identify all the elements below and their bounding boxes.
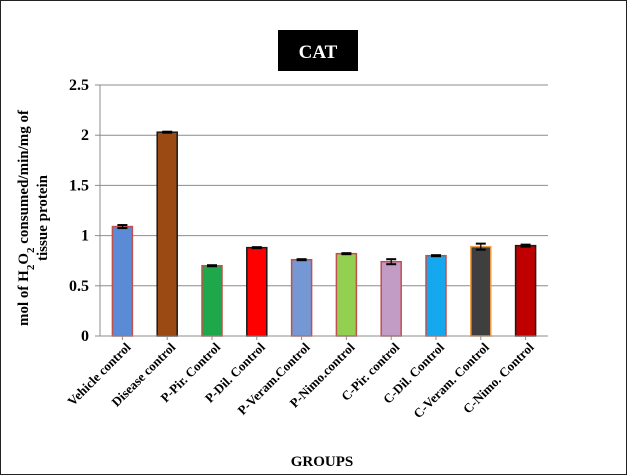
y-tick-label: 0 [81, 328, 89, 345]
y-tick-label: 1 [81, 228, 89, 245]
y-axis-title-mid: O [16, 253, 32, 265]
bar [290, 258, 313, 337]
y-axis-title-suffix: consumed/min/mg of [16, 109, 32, 248]
y-tick-label: 2.5 [69, 77, 89, 94]
y-axis-title: mol of H2O2 consumed/min/mg of [16, 109, 37, 326]
y-axis-title-prefix: mol of H [16, 270, 32, 326]
bar [246, 246, 268, 337]
bar [470, 245, 492, 337]
y-tick-label: 2 [81, 127, 89, 144]
bar [156, 131, 178, 337]
y-axis-title-sub1: 2 [25, 264, 37, 270]
bar [380, 260, 402, 337]
x-axis-title: GROUPS [291, 454, 354, 470]
y-tick-label: 1.5 [69, 177, 89, 194]
chart-title: CAT [299, 42, 338, 63]
y-axis-title-line2: tissue protein [35, 174, 51, 261]
bar [514, 244, 537, 337]
y-tick-label: 0.5 [69, 278, 89, 295]
chart-title-box [278, 30, 358, 71]
y-tick-labels: 0 0.5 1 1.5 2 2.5 [69, 77, 89, 345]
axes [99, 85, 548, 337]
bar [111, 225, 134, 337]
y-axis-title-sub2: 2 [25, 247, 37, 253]
bar [335, 252, 358, 337]
x-tick-label: C-Veram. Control [410, 339, 492, 421]
bar [425, 254, 447, 337]
bar [201, 264, 223, 337]
